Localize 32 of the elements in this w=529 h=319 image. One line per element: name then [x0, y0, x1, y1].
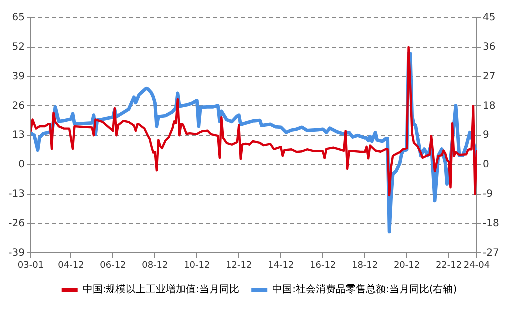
y2-tick-label: 36 — [483, 42, 496, 53]
y-tick-label: 39 — [12, 71, 25, 82]
x-tick-label: 18-12 — [352, 260, 378, 271]
x-tick-label: 12-12 — [226, 260, 252, 271]
y-tick-label: 52 — [12, 42, 25, 53]
x-tick-label: 20-12 — [394, 260, 420, 271]
y2-tick-label: -18 — [483, 218, 500, 230]
x-tick-label: 24-04 — [464, 260, 490, 271]
y-tick-label: -13 — [8, 188, 25, 200]
x-tick-label: 10-12 — [184, 260, 210, 271]
y2-tick-label: -27 — [483, 248, 500, 259]
y2-tick-label: 18 — [483, 100, 496, 112]
x-tick-label: 14-12 — [268, 260, 294, 271]
legend-label: 中国:社会消费品零售总额:当月同比(右轴) — [272, 284, 458, 296]
y-tick-label: 13 — [12, 130, 25, 142]
y2-tick-label: 45 — [483, 12, 496, 24]
y-tick-label: 65 — [12, 12, 25, 24]
x-tick-label: 04-12 — [58, 260, 84, 271]
y2-tick-label: 0 — [483, 160, 490, 171]
y-tick-label: 0 — [18, 160, 25, 171]
y2-tick-label: 9 — [483, 130, 490, 142]
y2-tick-label: 27 — [483, 71, 496, 82]
y-tick-label: -39 — [8, 248, 25, 259]
y2-tick-label: -9 — [483, 188, 493, 200]
y-tick-label: 26 — [12, 100, 25, 112]
legend-label: 中国:规模以上工业增加值:当月同比 — [82, 284, 240, 296]
x-tick-label: 08-12 — [142, 260, 168, 271]
x-tick-label: 03-01 — [18, 260, 44, 271]
y-tick-label: -26 — [8, 218, 25, 230]
x-tick-label: 06-12 — [100, 260, 126, 271]
x-tick-label: 16-12 — [310, 260, 336, 271]
x-tick-label: 22-12 — [436, 260, 462, 271]
